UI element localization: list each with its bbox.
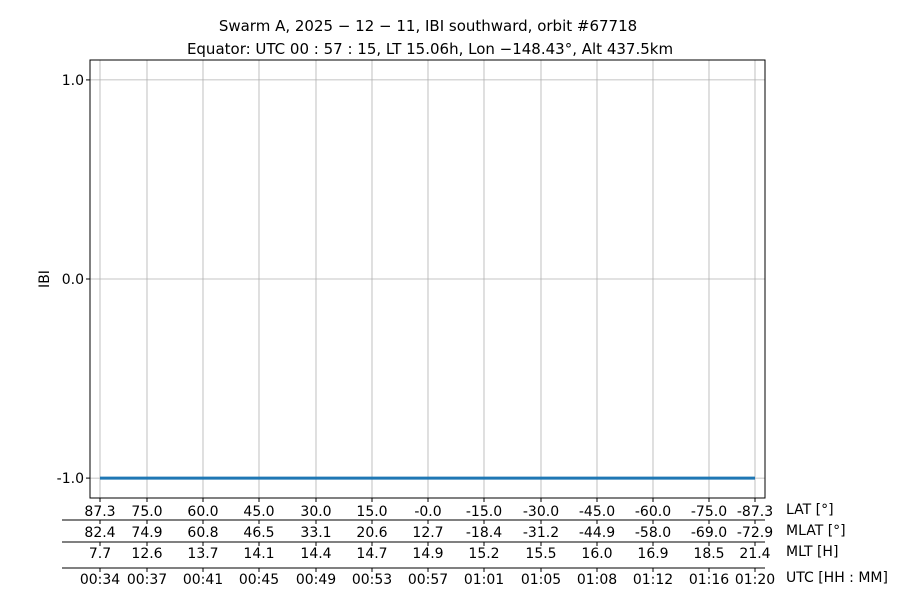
x-tick-label: 87.3 <box>84 504 115 520</box>
y-axis-label: IBI <box>37 270 53 288</box>
x-axis-row-label: LAT [°] <box>786 502 834 518</box>
x-tick-label: -69.0 <box>691 525 727 541</box>
x-tick-label: 74.9 <box>131 525 162 541</box>
x-tick-label: 00:34 <box>80 572 120 588</box>
x-tick-label: 15.2 <box>468 546 499 562</box>
x-tick-label: 01:20 <box>735 572 775 588</box>
x-tick-label: 13.7 <box>187 546 218 562</box>
x-tick-label: 00:37 <box>127 572 167 588</box>
x-tick-label: 75.0 <box>131 504 162 520</box>
x-tick-label: 30.0 <box>300 504 331 520</box>
x-tick-label: -72.9 <box>737 525 773 541</box>
x-tick-label: 14.9 <box>412 546 443 562</box>
x-tick-label: 15.5 <box>525 546 556 562</box>
x-tick-label: -0.0 <box>414 504 441 520</box>
x-tick-label: 33.1 <box>300 525 331 541</box>
x-tick-label: 01:08 <box>577 572 617 588</box>
x-tick-label: 45.0 <box>243 504 274 520</box>
x-tick-label: 01:01 <box>464 572 504 588</box>
x-tick-label: -31.2 <box>523 525 559 541</box>
plot-frame <box>89 59 766 499</box>
x-tick-label: 20.6 <box>356 525 387 541</box>
x-tick-label: -58.0 <box>635 525 671 541</box>
chart-title-line2: Equator: UTC 00 : 57 : 15, LT 15.06h, Lo… <box>187 40 673 58</box>
x-tick-label: 01:16 <box>689 572 729 588</box>
x-tick-label: 18.5 <box>693 546 724 562</box>
x-tick-label: 00:53 <box>352 572 392 588</box>
x-tick-label: 16.9 <box>637 546 668 562</box>
x-tick-label: 12.7 <box>412 525 443 541</box>
x-tick-label: 00:45 <box>239 572 279 588</box>
x-tick-label: -60.0 <box>635 504 671 520</box>
x-tick-label: 60.8 <box>187 525 218 541</box>
x-tick-label: -45.0 <box>579 504 615 520</box>
x-tick-label: 14.4 <box>300 546 331 562</box>
x-axis-row-label: MLAT [°] <box>786 523 846 539</box>
x-tick-label: 82.4 <box>84 525 115 541</box>
x-tick-label: -75.0 <box>691 504 727 520</box>
x-tick-label: -87.3 <box>737 504 773 520</box>
x-tick-label: 00:41 <box>183 572 223 588</box>
x-axis-row-label: MLT [H] <box>786 544 838 560</box>
x-tick-label: 12.6 <box>131 546 162 562</box>
y-tick-label: 1.0 <box>62 73 84 89</box>
x-tick-label: -30.0 <box>523 504 559 520</box>
x-tick-label: 00:57 <box>408 572 448 588</box>
y-tick-label: -1.0 <box>57 471 84 487</box>
x-tick-label: 21.4 <box>739 546 770 562</box>
x-tick-label: -44.9 <box>579 525 615 541</box>
x-tick-label: -18.4 <box>466 525 502 541</box>
x-tick-label: 14.7 <box>356 546 387 562</box>
x-tick-label: 14.1 <box>243 546 274 562</box>
x-tick-label: 01:05 <box>521 572 561 588</box>
x-tick-label: 46.5 <box>243 525 274 541</box>
x-tick-label: -15.0 <box>466 504 502 520</box>
x-axis-row-label: UTC [HH : MM] <box>786 570 888 586</box>
x-tick-label: 60.0 <box>187 504 218 520</box>
chart-title-line1: Swarm A, 2025 − 12 − 11, IBI southward, … <box>219 17 637 35</box>
x-tick-label: 15.0 <box>356 504 387 520</box>
y-tick-label: 0.0 <box>62 272 84 288</box>
x-tick-label: 00:49 <box>296 572 336 588</box>
x-tick-label: 7.7 <box>89 546 111 562</box>
x-tick-label: 01:12 <box>633 572 673 588</box>
x-tick-label: 16.0 <box>581 546 612 562</box>
